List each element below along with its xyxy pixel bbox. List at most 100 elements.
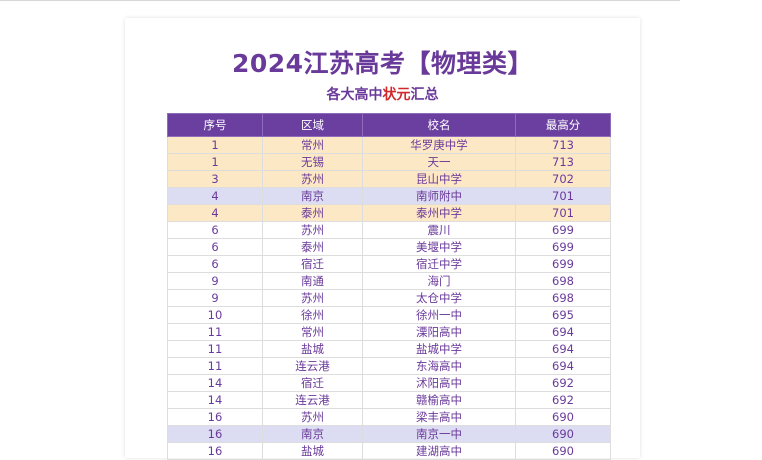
table-row: 6 苏州 震川 699 <box>167 221 611 239</box>
table-cell: 713 <box>515 136 611 154</box>
subtitle-highlight: 状元 <box>382 87 411 103</box>
table-cell: 1 <box>167 136 263 154</box>
table-cell: 9 <box>167 289 263 307</box>
table-cell: 南京一中 <box>362 425 516 443</box>
table-cell: 震川 <box>362 221 516 239</box>
table-row: 14 宿迁 沭阳高中 692 <box>167 374 611 392</box>
score-table: 序号 区域 校名 最高分 1 常州 华罗庚中学 713 1 无锡 天一 713 3 苏州 昆山中学 702 4… <box>167 113 611 460</box>
table-cell: 昆山中学 <box>362 170 516 188</box>
table-cell: 16 <box>167 425 263 443</box>
table-cell: 692 <box>515 374 611 392</box>
table-cell: 694 <box>515 340 611 358</box>
divider <box>0 0 680 1</box>
table-cell: 盐城中学 <box>362 340 516 358</box>
table-row: 1 无锡 天一 713 <box>167 153 611 171</box>
table-cell: 694 <box>515 323 611 341</box>
table-cell: 4 <box>167 204 263 222</box>
table-cell: 702 <box>515 170 611 188</box>
table-cell: 徐州一中 <box>362 306 516 324</box>
table-row: 6 泰州 美堰中学 699 <box>167 238 611 256</box>
table-cell: 南通 <box>262 272 363 290</box>
table-cell: 东海高中 <box>362 357 516 375</box>
table-cell: 692 <box>515 391 611 409</box>
table-row: 1 常州 华罗庚中学 713 <box>167 136 611 154</box>
table-cell: 太仓中学 <box>362 289 516 307</box>
table-row: 11 盐城 盐城中学 694 <box>167 340 611 358</box>
table-cell: 11 <box>167 323 263 341</box>
table-cell: 宿迁中学 <box>362 255 516 273</box>
table-cell: 713 <box>515 153 611 171</box>
table-row: 10 徐州 徐州一中 695 <box>167 306 611 324</box>
column-header: 序号 <box>167 113 263 137</box>
table-cell: 苏州 <box>262 408 363 426</box>
table-cell: 溧阳高中 <box>362 323 516 341</box>
table-row: 9 苏州 太仓中学 698 <box>167 289 611 307</box>
table-cell: 6 <box>167 255 263 273</box>
table-row: 11 常州 溧阳高中 694 <box>167 323 611 341</box>
table-row: 9 南通 海门 698 <box>167 272 611 290</box>
table-cell: 16 <box>167 442 263 460</box>
table-row: 4 泰州 泰州中学 701 <box>167 204 611 222</box>
table-cell: 赣榆高中 <box>362 391 516 409</box>
table-row: 16 苏州 梁丰高中 690 <box>167 408 611 426</box>
column-header: 最高分 <box>515 113 611 137</box>
table-cell: 11 <box>167 357 263 375</box>
table-cell: 698 <box>515 272 611 290</box>
table-cell: 泰州 <box>262 204 363 222</box>
table-cell: 699 <box>515 255 611 273</box>
table-cell: 无锡 <box>262 153 363 171</box>
table-cell: 宿迁 <box>262 255 363 273</box>
table-cell: 701 <box>515 187 611 205</box>
table-cell: 14 <box>167 374 263 392</box>
table-cell: 695 <box>515 306 611 324</box>
table-cell: 建湖高中 <box>362 442 516 460</box>
table-cell: 9 <box>167 272 263 290</box>
table-cell: 10 <box>167 306 263 324</box>
table-cell: 苏州 <box>262 170 363 188</box>
table-cell: 701 <box>515 204 611 222</box>
table-cell: 南京 <box>262 187 363 205</box>
table-row: 14 连云港 赣榆高中 692 <box>167 391 611 409</box>
table-cell: 4 <box>167 187 263 205</box>
table-cell: 699 <box>515 221 611 239</box>
subtitle-part: 汇总 <box>410 87 439 103</box>
table-cell: 16 <box>167 408 263 426</box>
table-cell: 连云港 <box>262 357 363 375</box>
title: 2024江苏高考【物理类】 <box>231 49 534 78</box>
header-row: 序号 区域 校名 最高分 <box>167 113 611 137</box>
table-cell: 3 <box>167 170 263 188</box>
table-cell: 1 <box>167 153 263 171</box>
table-cell: 南京 <box>262 425 363 443</box>
table-row: 4 南京 南师附中 701 <box>167 187 611 205</box>
table-cell: 天一 <box>362 153 516 171</box>
table-cell: 苏州 <box>262 289 363 307</box>
table-cell: 盐城 <box>262 340 363 358</box>
table-cell: 690 <box>515 408 611 426</box>
table-cell: 南师附中 <box>362 187 516 205</box>
table-row: 16 南京 南京一中 690 <box>167 425 611 443</box>
table-cell: 海门 <box>362 272 516 290</box>
table-cell: 常州 <box>262 323 363 341</box>
table-cell: 梁丰高中 <box>362 408 516 426</box>
table-cell: 盐城 <box>262 442 363 460</box>
table-body: 1 常州 华罗庚中学 713 1 无锡 天一 713 3 苏州 昆山中学 702 4 南京 南师附中 701 4… <box>167 136 611 460</box>
subtitle-part: 各大高中 <box>326 87 383 103</box>
table-cell: 泰州中学 <box>362 204 516 222</box>
table-cell: 沭阳高中 <box>362 374 516 392</box>
subtitle: 各大高中状元汇总 <box>125 84 640 104</box>
table-cell: 694 <box>515 357 611 375</box>
table-cell: 华罗庚中学 <box>362 136 516 154</box>
table-row: 11 连云港 东海高中 694 <box>167 357 611 375</box>
table-cell: 690 <box>515 425 611 443</box>
table-cell: 6 <box>167 221 263 239</box>
table-cell: 690 <box>515 442 611 460</box>
table-cell: 宿迁 <box>262 374 363 392</box>
column-header: 区域 <box>262 113 363 137</box>
table-row: 16 盐城 建湖高中 690 <box>167 442 611 460</box>
table-cell: 常州 <box>262 136 363 154</box>
table-row: 3 苏州 昆山中学 702 <box>167 170 611 188</box>
table-cell: 徐州 <box>262 306 363 324</box>
table-cell: 698 <box>515 289 611 307</box>
table-cell: 泰州 <box>262 238 363 256</box>
